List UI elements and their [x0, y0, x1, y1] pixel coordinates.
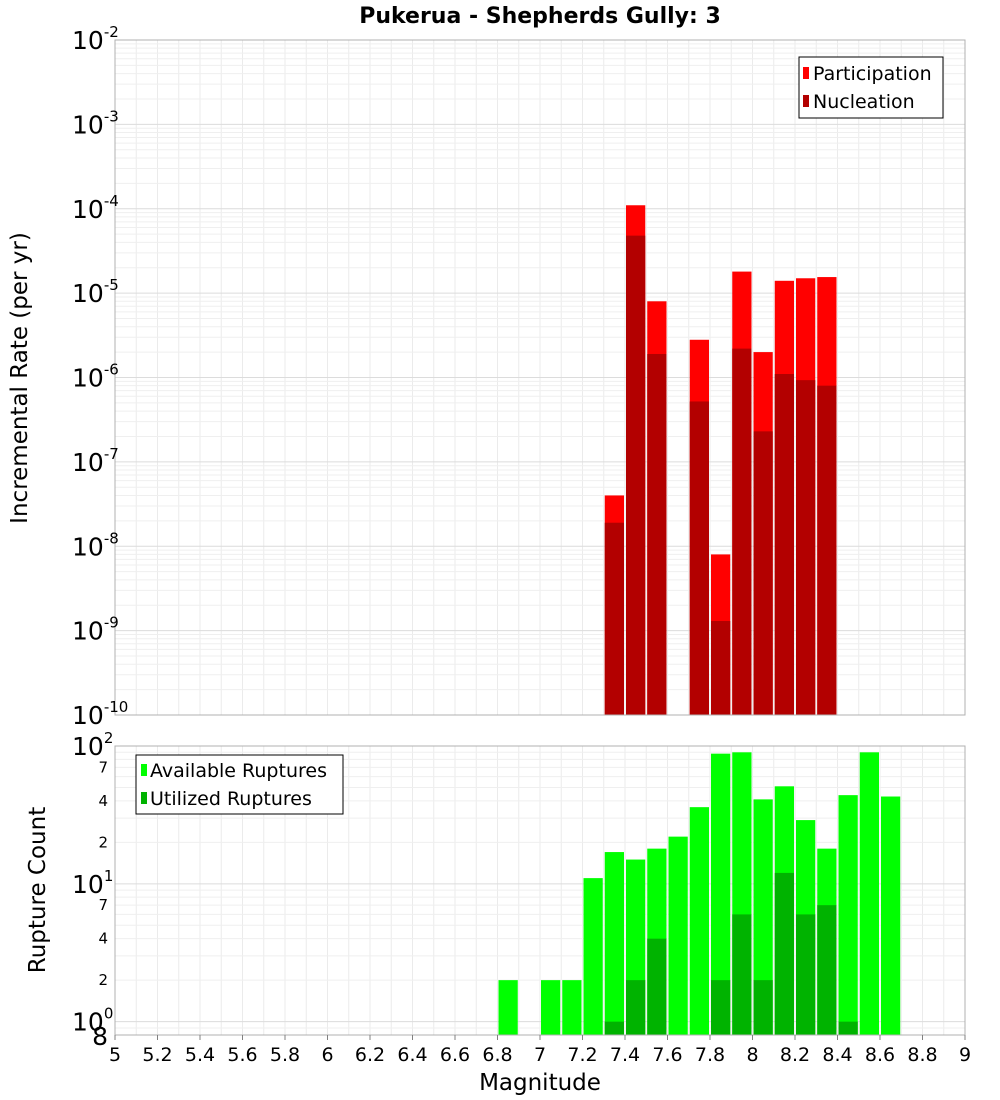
bar-nucleation	[817, 385, 837, 715]
y-minor-tick-label: 7	[98, 758, 108, 776]
rate-plot: 10-10 10-9 10-8 10-7 10-6 10-5 10-4 10-3 10-2 In…	[7, 23, 966, 730]
x-tick-label: 8.2	[780, 1044, 810, 1066]
count-x-ticks: 5 5.2 5.4 5.6 5.8 6 6.2 6.4 6.6 6.8 7 7.2 7.4 7.6 7.8 8…	[109, 1035, 971, 1066]
bar-utilized-ruptures	[774, 872, 794, 1035]
y-tick-label: 102	[72, 729, 113, 761]
y-tick-label: 10-3	[72, 107, 119, 139]
legend-label-utilized: Utilized Ruptures	[150, 788, 312, 810]
x-tick-label: 8	[746, 1044, 758, 1066]
x-tick-label: 5.8	[270, 1044, 300, 1066]
x-tick-label: 8.4	[822, 1044, 852, 1066]
bar-available-ruptures	[541, 980, 561, 1035]
legend-label-available: Available Ruptures	[150, 760, 327, 782]
x-tick-label: 7	[534, 1044, 546, 1066]
x-tick-label: 5.4	[185, 1044, 215, 1066]
bar-available-ruptures	[562, 980, 582, 1035]
x-tick-label: 7.6	[652, 1044, 682, 1066]
bar-utilized-ruptures	[753, 980, 773, 1035]
legend-label-nucleation: Nucleation	[813, 91, 915, 113]
x-tick-label: 5	[109, 1044, 121, 1066]
bar-nucleation	[626, 235, 646, 715]
bar-available-ruptures	[668, 836, 688, 1035]
bar-nucleation	[753, 431, 773, 715]
y-tick-label: 10-7	[72, 445, 119, 477]
y-tick-label: 10-6	[72, 361, 119, 393]
chart-title: Pukerua - Shepherds Gully: 3	[359, 4, 721, 29]
bar-nucleation	[604, 522, 624, 715]
rate-legend-box	[798, 56, 944, 119]
count-bars	[498, 752, 901, 1035]
bar-nucleation	[774, 374, 794, 715]
count-y-axis-label: Rupture Count	[25, 807, 51, 973]
bar-utilized-ruptures	[647, 938, 667, 1035]
bar-utilized-ruptures	[732, 914, 752, 1035]
bar-utilized-ruptures	[711, 980, 731, 1035]
legend-swatch-utilized	[141, 792, 147, 804]
rate-bars	[604, 205, 837, 715]
x-tick-label: 6	[321, 1044, 333, 1066]
legend-swatch-nucleation	[803, 95, 809, 107]
bar-available-ruptures	[604, 852, 624, 1035]
y-minor-tick-label: 4	[98, 930, 108, 948]
bar-available-ruptures	[689, 807, 709, 1035]
rate-plot-frame	[114, 39, 966, 716]
rate-legend: Participation Nucleation	[798, 56, 944, 119]
x-tick-label: 5.6	[227, 1044, 257, 1066]
rate-y-axis-label: Incremental Rate (per yr)	[7, 232, 33, 524]
x-tick-label: 6.4	[397, 1044, 427, 1066]
y-tick-label: 10-4	[72, 192, 119, 224]
count-y-ticks: 100 101 102 8 2 4 7 2 4 7	[72, 729, 113, 1051]
y-tick-label: 101	[72, 867, 113, 899]
bar-nucleation	[689, 401, 709, 715]
count-plot: 100 101 102 8 2 4 7 2 4 7 5 5.2 5.4 5.6 5.8 6 6.2 6.4 6.6…	[25, 729, 971, 1096]
bar-nucleation	[732, 348, 752, 715]
x-tick-label: 5.2	[142, 1044, 172, 1066]
x-tick-label: 9	[959, 1044, 971, 1066]
y-minor-tick-label: 4	[98, 792, 108, 810]
bar-available-ruptures	[583, 878, 603, 1035]
x-tick-label: 8.8	[907, 1044, 937, 1066]
legend-swatch-participation	[803, 67, 809, 79]
y-minor-tick-label: 2	[98, 833, 108, 851]
y-tick-label: 100	[72, 1005, 113, 1037]
count-legend-box	[135, 754, 344, 815]
bar-utilized-ruptures	[626, 980, 646, 1035]
bar-nucleation	[796, 380, 816, 715]
x-tick-label: 6.2	[355, 1044, 385, 1066]
y-minor-tick-label: 2	[98, 971, 108, 989]
bar-available-ruptures	[859, 752, 879, 1035]
bar-available-ruptures	[838, 795, 858, 1035]
x-tick-label: 6.8	[482, 1044, 512, 1066]
y-minor-tick-label: 8	[92, 1022, 108, 1051]
bar-nucleation	[711, 621, 731, 715]
y-tick-label: 10-2	[72, 23, 119, 55]
x-tick-label: 7.2	[567, 1044, 597, 1066]
rate-y-ticks: 10-10 10-9 10-8 10-7 10-6 10-5 10-4 10-3 10-2	[72, 23, 128, 730]
bar-available-ruptures	[881, 796, 901, 1035]
y-minor-tick-label: 7	[98, 896, 108, 914]
y-tick-label: 10-5	[72, 276, 119, 308]
x-tick-label: 7.8	[695, 1044, 725, 1066]
y-tick-label: 10-8	[72, 529, 119, 561]
x-tick-label: 7.4	[610, 1044, 640, 1066]
bar-utilized-ruptures	[817, 905, 837, 1035]
bar-utilized-ruptures	[796, 914, 816, 1035]
y-tick-label: 10-9	[72, 614, 119, 646]
bar-utilized-ruptures	[604, 1021, 624, 1035]
rate-grid	[114, 39, 966, 716]
x-tick-label: 8.6	[865, 1044, 895, 1066]
legend-label-participation: Participation	[813, 63, 932, 85]
x-tick-label: 6.6	[440, 1044, 470, 1066]
bar-nucleation	[647, 353, 667, 715]
x-axis-label: Magnitude	[479, 1070, 601, 1096]
bar-available-ruptures	[711, 753, 731, 1035]
bar-available-ruptures	[753, 799, 773, 1035]
legend-swatch-available	[141, 764, 147, 776]
count-legend: Available Ruptures Utilized Ruptures	[135, 754, 344, 815]
y-tick-label: 10-10	[72, 698, 128, 730]
bar-utilized-ruptures	[838, 1021, 858, 1035]
bar-available-ruptures	[498, 980, 518, 1035]
